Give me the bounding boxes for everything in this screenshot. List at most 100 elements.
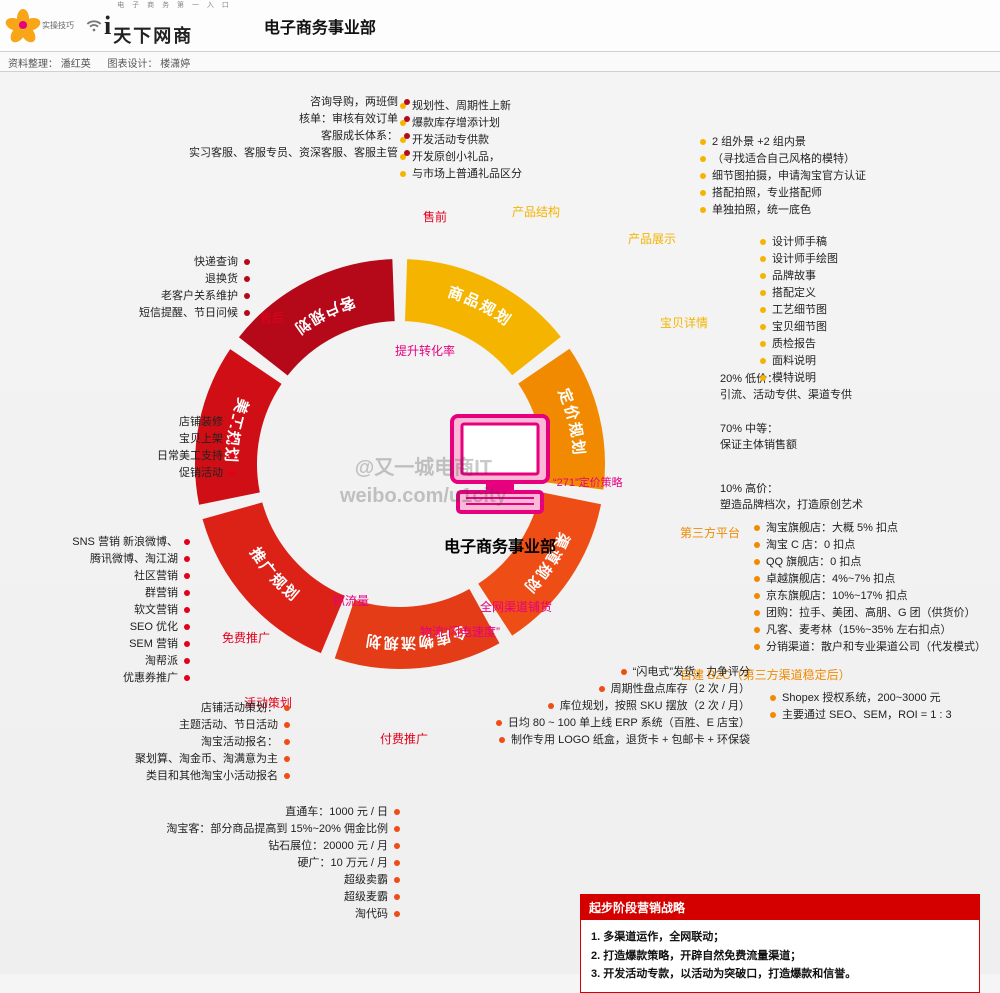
list-item: 细节图拍摄，申请淘宝官方认证 — [700, 168, 980, 185]
list-item: QQ 旗舰店：0 扣点 — [754, 554, 994, 571]
list-item: 店铺活动策划： — [30, 700, 290, 717]
sub-cust-post: 售后 — [260, 309, 284, 326]
list-channel-b2c: Shopex 授权系统，200~3000 元主要通过 SEO、SEM，ROI =… — [770, 690, 990, 724]
brand-i-icon: i — [104, 11, 111, 41]
list-item: SNS 营销 新浪微博、 — [10, 534, 190, 551]
credits-bar: 资料整理： 潘红英 图表设计： 楼潇婷 — [0, 52, 1000, 72]
list-item: 库位规划，按照 SKU 摆放（2 次 / 月） — [350, 698, 750, 715]
list-item: 日均 80 ~ 100 单上线 ERP 系统（百胜、E 店宝） — [350, 715, 750, 732]
list-item: SEO 优化 — [10, 619, 190, 636]
list-item: 品牌故事 — [760, 268, 980, 285]
list-item: 腾讯微博、淘江湖 — [10, 551, 190, 568]
list-item: 分销渠道：散户和专业渠道公司（代发模式） — [754, 639, 994, 656]
list-item: 核单：审核有效订单 — [110, 111, 410, 128]
list-item: 老客户关系维护 — [60, 288, 250, 305]
list-item: 模特说明 — [760, 370, 980, 387]
inner-wuliu: 物流“闪电速度” — [420, 623, 500, 640]
list-item: 工艺细节图 — [760, 302, 980, 319]
list-item: 周期性盘点库存（2 次 / 月） — [350, 681, 750, 698]
ring-segment-promo — [232, 511, 332, 625]
list-promo-paid: 直通车：1000 元 / 日淘宝客：部分商品提高到 15%~20% 佣金比例钻石… — [40, 804, 400, 923]
list-item: 宝贝细节图 — [760, 319, 980, 336]
pricing-mid: 70% 中等：保证主体销售额 — [720, 420, 797, 452]
inner-quanwang: 全网渠道铺货 — [480, 598, 552, 615]
strategy-body: 1. 多渠道运作，全网联动；2. 打造爆款策略，开辟自然免费流量渠道；3. 开发… — [581, 920, 979, 992]
list-promo-plan: 店铺活动策划：主题活动、节日活动淘宝活动报名：聚划算、淘金币、淘满意为主类目和其… — [30, 700, 290, 785]
list-item: 优惠券推广 — [10, 670, 190, 687]
list-item: 开发原创小礼品， — [400, 149, 660, 166]
strategy-box: 起步阶段营销战略 1. 多渠道运作，全网联动；2. 打造爆款策略，开辟自然免费流… — [580, 894, 980, 993]
flower-logo — [8, 11, 38, 41]
list-item: 直通车：1000 元 / 日 — [40, 804, 400, 821]
page-title: 电子商务事业部 — [264, 14, 376, 38]
list-item: 类目和其他淘宝小活动报名 — [30, 768, 290, 785]
list-item: 1. 多渠道运作，全网联动； — [591, 928, 969, 947]
sub-product-a: 产品结构 — [512, 203, 560, 220]
page-header: 实操技巧 i 电 子 商 务 第 一 入 口 天下网商 电子商务事业部 — [0, 0, 1000, 52]
wifi-icon — [86, 18, 102, 34]
list-item: 质检报告 — [760, 336, 980, 353]
list-item: 社区营销 — [10, 568, 190, 585]
brand-main: 天下网商 — [113, 26, 193, 46]
list-promo-free: SNS 营销 新浪微博、腾讯微博、淘江湖社区营销群营销软文营销SEO 优化SEM… — [10, 534, 190, 687]
list-item: 搭配拍照，专业搭配师 — [700, 185, 980, 202]
list-item: 主要通过 SEO、SEM，ROI = 1 : 3 — [770, 707, 990, 724]
pricing-high: 10% 高价：塑造品牌档次，打造原创艺术 — [720, 480, 863, 512]
list-cust-post: 快递查询退换货老客户关系维护短信提醒、节日问候 — [60, 254, 250, 322]
list-item: SEM 营销 — [10, 636, 190, 653]
brand-subtitle: 实操技巧 — [42, 20, 74, 31]
list-item: 团购：拉手、美团、高朋、G 团（供货价） — [754, 605, 994, 622]
list-item: 3. 开发活动专款，以活动为突破口，打造爆款和信誉。 — [591, 965, 969, 984]
list-product-detail: 设计师手稿设计师手绘图品牌故事搭配定义工艺细节图宝贝细节图质检报告面料说明模特说… — [760, 234, 980, 387]
list-cust-pre: 咨询导购，两班倒核单：审核有效订单客服成长体系：实习客服、客服专员、资深客服、客… — [110, 94, 410, 162]
list-item: 促销活动 — [95, 465, 235, 482]
list-art: 店铺装修宝贝上架日常美工支持促销活动 — [95, 414, 235, 482]
list-item: 面料说明 — [760, 353, 980, 370]
sub-channel-a: 第三方平台 — [680, 524, 740, 541]
list-warehouse: “闪电式”发货，力争评分周期性盘点库存（2 次 / 月）库位规划，按照 SKU … — [350, 664, 750, 749]
list-product-structure: 规划性、周期性上新爆款库存增添计划开发活动专供款开发原创小礼品，与市场上普通礼品… — [400, 98, 660, 183]
list-item: Shopex 授权系统，200~3000 元 — [770, 690, 990, 707]
list-item: 凡客、麦考林（15%~35% 左右扣点） — [754, 622, 994, 639]
center-title: 电子商务事业部 — [403, 533, 597, 557]
list-item: 客服成长体系： — [110, 128, 410, 145]
list-item: 宝贝上架 — [95, 431, 235, 448]
list-item: 爆款库存增添计划 — [400, 115, 660, 132]
list-item: 规划性、周期性上新 — [400, 98, 660, 115]
sub-promo-free: 免费推广 — [222, 629, 270, 646]
list-item: 软文营销 — [10, 602, 190, 619]
list-item: 日常美工支持 — [95, 448, 235, 465]
list-item: 设计师手稿 — [760, 234, 980, 251]
computer-icon — [440, 410, 560, 520]
list-item: 退换货 — [60, 271, 250, 288]
list-item: 店铺装修 — [95, 414, 235, 431]
list-item: 设计师手绘图 — [760, 251, 980, 268]
list-item: 实习客服、客服专员、资深客服、客服主管 — [110, 145, 410, 162]
list-item: 群营销 — [10, 585, 190, 602]
list-item: 京东旗舰店：10%~17% 扣点 — [754, 588, 994, 605]
brand-tagline: 电 子 商 务 第 一 入 口 — [117, 2, 232, 9]
list-item: 淘宝 C 店：0 扣点 — [754, 537, 994, 554]
list-item: 开发活动专供款 — [400, 132, 660, 149]
list-item: 搭配定义 — [760, 285, 980, 302]
credit1-label: 资料整理： — [8, 59, 58, 70]
sub-product-c: 宝贝详情 — [660, 314, 708, 331]
list-item: 淘宝客：部分商品提高到 15%~20% 佣金比例 — [40, 821, 400, 838]
list-item: 超级麦霸 — [40, 889, 400, 906]
list-item: 聚划算、淘金币、淘满意为主 — [30, 751, 290, 768]
list-item: 淘宝旗舰店：大概 5% 扣点 — [754, 520, 994, 537]
inner-convert: 提升转化率 — [395, 342, 455, 359]
credit2-value: 楼潇婷 — [160, 59, 190, 70]
inner-zhualiu: 抓流量 — [333, 592, 369, 609]
list-channel-3p: 淘宝旗舰店：大概 5% 扣点淘宝 C 店：0 扣点QQ 旗舰店：0 扣点卓越旗舰… — [754, 520, 994, 656]
list-item: 卓越旗舰店：4%~7% 扣点 — [754, 571, 994, 588]
list-item: “闪电式”发货，力争评分 — [350, 664, 750, 681]
sub-product-b: 产品展示 — [628, 230, 676, 247]
list-item: 单独拍照，统一底色 — [700, 202, 980, 219]
list-item: 淘宝活动报名： — [30, 734, 290, 751]
list-item: 淘代码 — [40, 906, 400, 923]
credit2-label: 图表设计： — [107, 59, 157, 70]
list-item: 淘帮派 — [10, 653, 190, 670]
list-item: 硬广：10 万元 / 月 — [40, 855, 400, 872]
list-item: 制作专用 LOGO 纸盒，退货卡 + 包邮卡 + 环保袋 — [350, 732, 750, 749]
